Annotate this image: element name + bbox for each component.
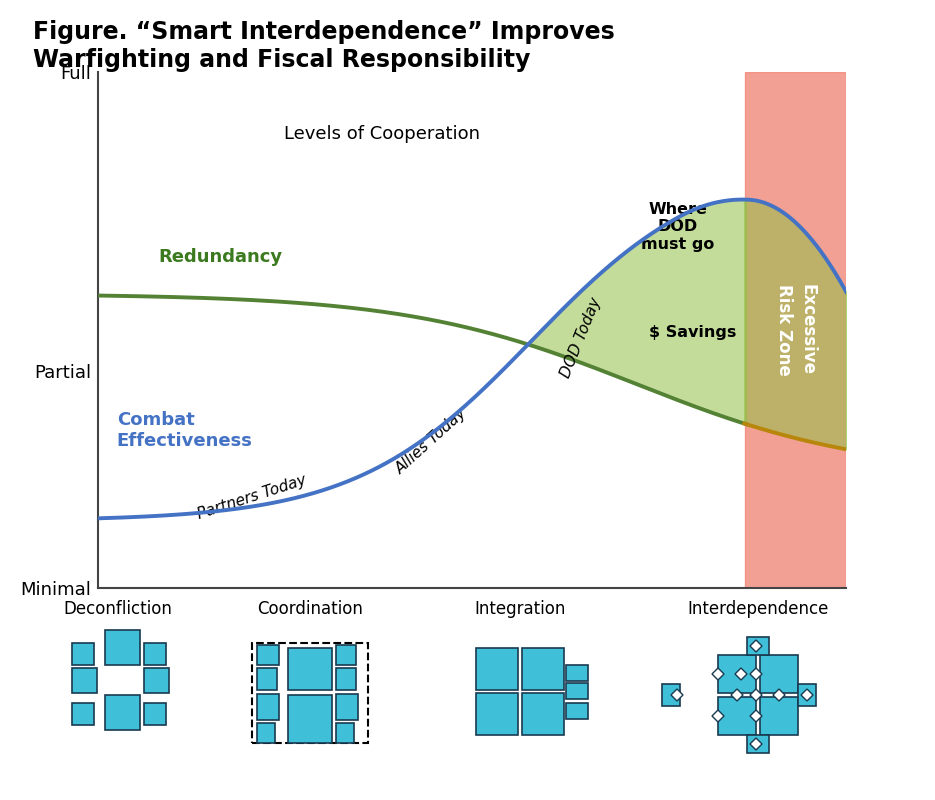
- Text: Figure. “Smart Interdependence” Improves
Warfighting and Fiscal Responsibility: Figure. “Smart Interdependence” Improves…: [33, 20, 614, 72]
- Bar: [257, 694, 279, 720]
- Text: Integration: Integration: [474, 600, 566, 618]
- Bar: [336, 723, 354, 743]
- Bar: [257, 645, 279, 665]
- Bar: [72, 668, 97, 693]
- Bar: [144, 668, 169, 693]
- Bar: [336, 645, 356, 665]
- Bar: [566, 665, 588, 681]
- Bar: [72, 643, 94, 665]
- Polygon shape: [750, 689, 762, 701]
- Text: Deconfliction: Deconfliction: [64, 600, 172, 618]
- Bar: [798, 684, 816, 706]
- Bar: [72, 703, 94, 725]
- Bar: [760, 697, 798, 735]
- Bar: [144, 643, 166, 665]
- Bar: [718, 655, 756, 693]
- Text: Partners Today: Partners Today: [195, 473, 308, 522]
- Polygon shape: [712, 668, 724, 680]
- Bar: [718, 697, 756, 735]
- Bar: [288, 648, 332, 690]
- Text: Redundancy: Redundancy: [158, 247, 282, 266]
- Bar: [476, 693, 518, 735]
- Polygon shape: [750, 668, 762, 680]
- Text: Coordination: Coordination: [257, 600, 363, 618]
- Bar: [760, 655, 798, 693]
- Polygon shape: [750, 710, 762, 722]
- Polygon shape: [671, 689, 683, 701]
- Text: Interdependence: Interdependence: [687, 600, 828, 618]
- Bar: [747, 735, 769, 753]
- Polygon shape: [750, 738, 762, 750]
- Bar: [336, 668, 356, 690]
- Bar: [257, 668, 277, 690]
- Bar: [105, 695, 140, 730]
- Bar: [257, 723, 275, 743]
- Bar: [522, 693, 564, 735]
- Polygon shape: [735, 668, 747, 680]
- Text: Levels of Cooperation: Levels of Cooperation: [284, 125, 481, 143]
- Text: $ Savings: $ Savings: [649, 325, 737, 340]
- Bar: [747, 637, 769, 655]
- Bar: [745, 72, 846, 588]
- Polygon shape: [801, 689, 813, 701]
- Polygon shape: [773, 689, 785, 701]
- Bar: [105, 630, 140, 665]
- Bar: [662, 684, 680, 706]
- Polygon shape: [712, 710, 724, 722]
- Bar: [252, 643, 368, 743]
- Bar: [476, 648, 518, 690]
- Bar: [522, 648, 564, 690]
- Polygon shape: [750, 640, 762, 652]
- Bar: [288, 695, 332, 743]
- Bar: [566, 683, 588, 699]
- Bar: [566, 703, 588, 719]
- Text: Excessive
Risk Zone: Excessive Risk Zone: [774, 284, 816, 376]
- Polygon shape: [731, 689, 743, 701]
- Text: Allies Today: Allies Today: [393, 405, 469, 477]
- Text: Combat
Effectiveness: Combat Effectiveness: [117, 411, 252, 450]
- Text: DOD Today: DOD Today: [557, 295, 604, 380]
- Text: Where
DOD
must go: Where DOD must go: [641, 202, 714, 252]
- Bar: [144, 703, 166, 725]
- Bar: [336, 694, 358, 720]
